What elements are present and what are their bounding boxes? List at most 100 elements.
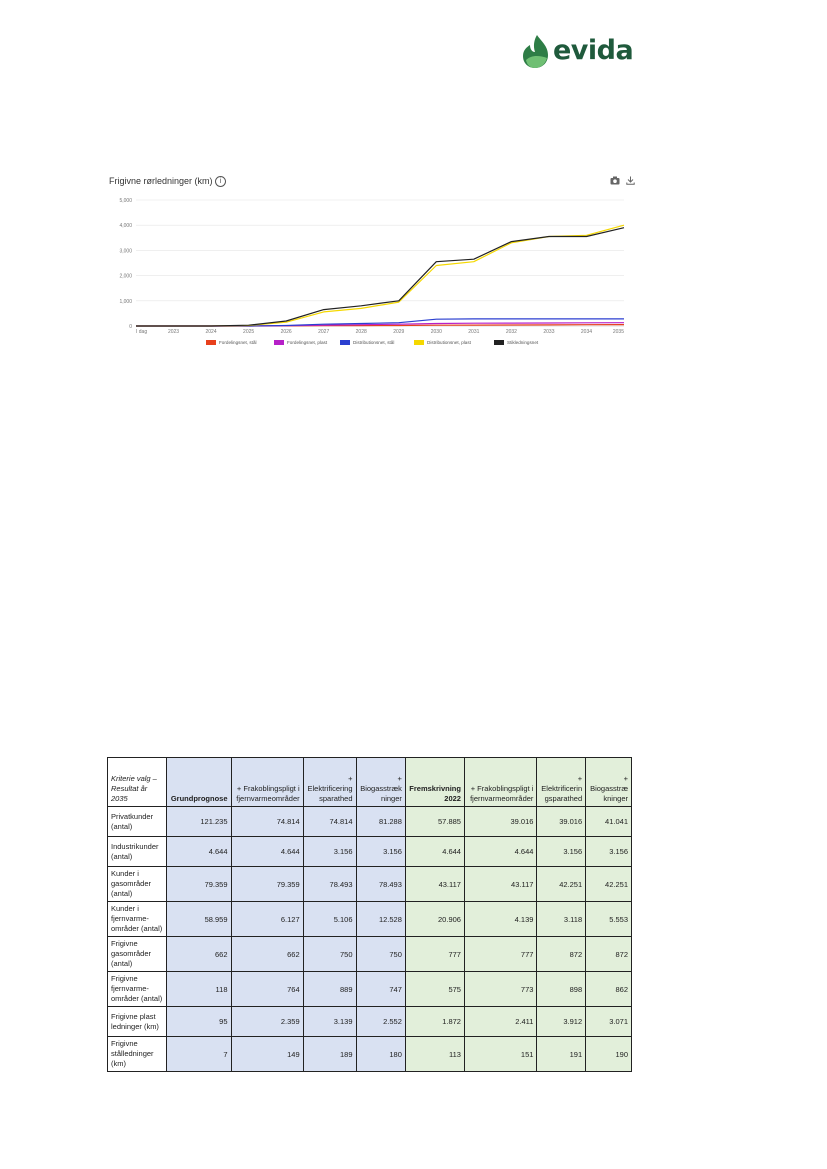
table-cell: 5.106 — [302, 901, 357, 937]
table-row: Industrikunder (antal) 4.644 4.644 3.156 3.1… — [106, 836, 632, 867]
table-header: + Biogasstræ kninger — [585, 757, 632, 807]
table-row: Kunder i gasområder (antal) 79.359 79.359 7… — [106, 866, 632, 902]
row-label: Privatkunder (antal) — [106, 806, 168, 837]
table-cell: 777 — [463, 936, 538, 972]
table-cell: 39.016 — [536, 806, 587, 837]
y-tick-label: 5,000 — [119, 198, 132, 204]
table-cell: 20.906 — [404, 901, 465, 937]
x-tick-label: 2035 — [613, 329, 624, 335]
table-row: Frigivne plast ledninger (km) 95 2.359 3.13… — [106, 1006, 632, 1037]
table-cell: 42.251 — [585, 866, 632, 902]
table-cell: 750 — [302, 936, 357, 972]
line-chart: 0 1,000 2,000 3,000 4,000 5,000 I dag 2023 2024… — [119, 198, 625, 345]
x-tick-label: 2024 — [206, 329, 217, 335]
evida-logo: evida — [521, 33, 641, 73]
table-cell: 575 — [404, 971, 465, 1007]
logo-text: evida — [553, 35, 634, 66]
y-tick-label: 0 — [129, 324, 132, 330]
table-cell: 149 — [230, 1036, 304, 1072]
x-tick-label: 2034 — [581, 329, 592, 335]
y-tick-label: 2,000 — [119, 274, 132, 280]
table-cell: 777 — [404, 936, 465, 972]
table-cell: 78.493 — [355, 866, 406, 902]
table-cell: 4.644 — [463, 836, 538, 867]
table-header: Kriterie valg – Resultat år 2035 — [106, 757, 168, 807]
camera-icon[interactable] — [610, 176, 620, 185]
legend-swatch — [494, 340, 504, 345]
legend-swatch — [340, 340, 350, 345]
legend-label: Stikledningsnet — [507, 340, 539, 345]
table-cell: 747 — [355, 971, 406, 1007]
x-tick-label: 2031 — [468, 329, 479, 335]
leaf-flame-icon — [523, 35, 548, 68]
table-cell: 5.553 — [585, 901, 632, 937]
table-cell: 191 — [536, 1036, 587, 1072]
table-cell: 41.041 — [585, 806, 632, 837]
row-label: Kunder i gasområder (antal) — [106, 866, 168, 902]
table-cell: 79.359 — [230, 866, 304, 902]
table-row: Kunder i fjernvarme-områder (antal) 58.95… — [106, 901, 632, 937]
criteria-table: Kriterie valg – Resultat år 2035 Grundprog… — [106, 757, 632, 1072]
table-cell: 3.071 — [585, 1006, 632, 1037]
table-cell: 4.644 — [166, 836, 232, 867]
table-cell: 95 — [166, 1006, 232, 1037]
x-tick-label: 2032 — [506, 329, 517, 335]
table-cell: 43.117 — [463, 866, 538, 902]
table-header: Grundprognose — [166, 757, 232, 807]
x-tick-label: 2033 — [543, 329, 554, 335]
table-cell: 190 — [585, 1036, 632, 1072]
table-cell: 43.117 — [404, 866, 465, 902]
table-header: + Frakoblingspligt i fjernvarmeområder — [463, 757, 538, 807]
table-cell: 1.872 — [404, 1006, 465, 1037]
table-cell: 39.016 — [463, 806, 538, 837]
table-cell: 57.885 — [404, 806, 465, 837]
table-row: Frigivne fjernvarme-områder (antal) 118 76… — [106, 971, 632, 1007]
table-cell: 2.552 — [355, 1006, 406, 1037]
table-cell: 3.156 — [302, 836, 357, 867]
x-tick-label: 2029 — [393, 329, 404, 335]
table-cell: 4.644 — [230, 836, 304, 867]
download-icon[interactable] — [626, 176, 635, 185]
table-cell: 3.156 — [585, 836, 632, 867]
table-cell: 113 — [404, 1036, 465, 1072]
table-header: + Elektrificering sparathed — [302, 757, 357, 807]
row-label: Frigivne plast ledninger (km) — [106, 1006, 168, 1037]
row-label: Frigivne stålledninger (km) — [106, 1036, 168, 1072]
table-cell: 3.139 — [302, 1006, 357, 1037]
table-cell: 773 — [463, 971, 538, 1007]
y-tick-label: 1,000 — [119, 299, 132, 305]
series-line — [136, 227, 625, 327]
table-cell: 81.288 — [355, 806, 406, 837]
table-cell: 3.156 — [536, 836, 587, 867]
table-cell: 78.493 — [302, 866, 357, 902]
table-cell: 12.528 — [355, 901, 406, 937]
table-cell: 3.912 — [536, 1006, 587, 1037]
x-tick-label: 2025 — [243, 329, 254, 335]
table-cell: 3.118 — [536, 901, 587, 937]
legend-label: Distributionsnet, plast — [427, 340, 472, 345]
table-cell: 74.814 — [230, 806, 304, 837]
table-cell: 662 — [166, 936, 232, 972]
y-tick-label: 3,000 — [119, 248, 132, 254]
table-cell: 2.359 — [230, 1006, 304, 1037]
chart-title: Frigivne rørledninger (km) — [109, 176, 213, 186]
table-cell: 898 — [536, 971, 587, 1007]
table-cell: 889 — [302, 971, 357, 1007]
legend-label: Fordelingsnet, stål — [219, 339, 257, 345]
table-cell: 189 — [302, 1036, 357, 1072]
table-cell: 2.411 — [463, 1006, 538, 1037]
table-header: + Biogasstræk ninger — [355, 757, 406, 807]
info-icon[interactable]: i — [215, 176, 226, 187]
x-tick-label: 2028 — [356, 329, 367, 335]
x-tick-label: I dag — [136, 329, 147, 335]
x-tick-label: 2023 — [168, 329, 179, 335]
table-row: Frigivne gasområder (antal) 662 662 750 750 7… — [106, 936, 632, 972]
row-label: Frigivne gasområder (antal) — [106, 936, 168, 972]
table-cell: 4.644 — [404, 836, 465, 867]
legend-swatch — [274, 340, 284, 345]
legend-label: Fordelingsnet, plast — [287, 340, 328, 345]
table-cell: 79.359 — [166, 866, 232, 902]
table-cell: 662 — [230, 936, 304, 972]
table-cell: 764 — [230, 971, 304, 1007]
table-header: + Elektrificerin gsparathed — [536, 757, 587, 807]
